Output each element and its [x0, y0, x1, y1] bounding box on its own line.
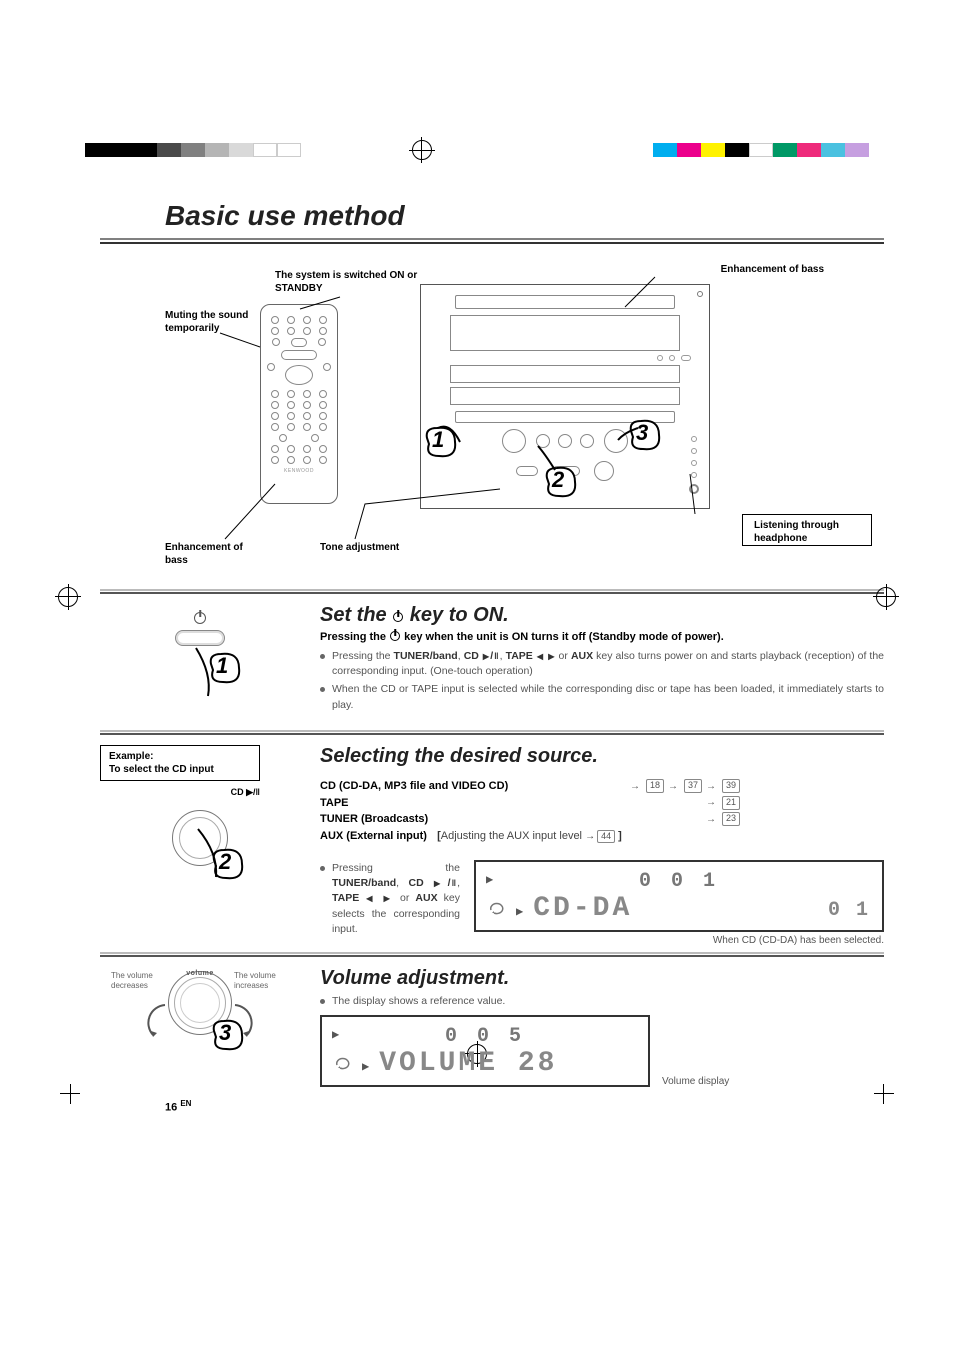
repeat-icon — [488, 901, 506, 915]
cd-knob-label: CD ▶/‖ — [100, 787, 260, 798]
color-strip — [653, 143, 869, 157]
badge-leader — [192, 823, 232, 883]
power-icon — [194, 612, 206, 624]
page-title: Basic use method — [165, 200, 884, 232]
source-row-aux: AUX (External input) [Adjusting the AUX … — [320, 828, 740, 845]
registration-mark — [412, 140, 432, 160]
lcd-display-volume: ▶ 0 0 5 ▶ VOLUME 28 — [320, 1015, 650, 1087]
step-3-bullet: The display shows a reference value. — [320, 994, 884, 1009]
section-divider — [100, 952, 884, 957]
lcd-source-text: CD-DA — [533, 893, 632, 924]
volume-increase-label: The volume increases — [234, 971, 289, 990]
title-divider — [100, 238, 884, 244]
power-icon — [393, 612, 403, 622]
power-icon — [390, 631, 400, 641]
step-2-bullet: Pressing the TUNER/band, CD /, TAPE or A… — [320, 861, 460, 937]
lcd-right-number: 0 1 — [828, 899, 870, 922]
repeat-icon — [334, 1056, 352, 1070]
ccw-arrow-icon — [143, 1001, 173, 1041]
source-row-tuner: TUNER (Broadcasts) 23 — [320, 811, 740, 828]
crop-mark — [70, 1064, 100, 1094]
page-number: 16 EN — [165, 1099, 884, 1114]
step-1-title: Set the key to ON. — [320, 604, 884, 627]
registration-bar-top — [0, 130, 954, 170]
volume-decrease-label: The volume decreases — [111, 971, 166, 990]
device-diagram: The system is switched ON or STANDBY Mut… — [165, 269, 884, 579]
step-1-subtitle: Pressing the key when the unit is ON tur… — [320, 631, 884, 643]
step-2-title: Selecting the desired source. — [320, 745, 884, 768]
step-1-bullet-2: When the CD or TAPE input is selected wh… — [320, 682, 884, 712]
step-3-title: Volume adjustment. — [320, 967, 884, 990]
section-divider — [100, 589, 884, 594]
lcd-caption-volume: Volume display — [662, 1076, 729, 1087]
step-1-bullet-1: Pressing the TUNER/band, CD /, TAPE or A… — [320, 649, 884, 679]
registration-mark-right — [876, 587, 896, 607]
volume-knob-label: volume — [186, 970, 214, 977]
source-list: CD (CD-DA, MP3 file and VIDEO CD) 183739… — [320, 778, 740, 844]
section-divider — [100, 730, 884, 735]
lcd-display-cd: ▶ 0 0 1 ▶ CD-DA 0 1 — [474, 860, 884, 932]
crop-mark — [854, 1064, 884, 1094]
badge-leaders — [420, 414, 720, 504]
example-label: Example: — [109, 750, 251, 763]
step-badge-3-small: 3 — [210, 1017, 244, 1051]
lcd-volume-text: VOLUME 28 — [379, 1048, 557, 1079]
example-box: Example: To select the CD input — [100, 745, 260, 781]
step-2: Example: To select the CD input CD ▶/‖ 2… — [100, 745, 884, 946]
registration-mark-left — [58, 587, 78, 607]
lcd-track-number: 0 0 1 — [488, 870, 870, 893]
lcd-track-number: 0 0 5 — [334, 1025, 636, 1048]
source-row-tape: TAPE 21 — [320, 795, 740, 812]
source-row-cd: CD (CD-DA, MP3 file and VIDEO CD) 183739 — [320, 778, 740, 795]
step-1: 1 Set the key to ON. Pressing the key wh… — [100, 604, 884, 724]
grayscale-strip — [85, 143, 301, 157]
example-text: To select the CD input — [109, 763, 251, 776]
lcd-caption-cd: When CD (CD-DA) has been selected. — [474, 935, 884, 946]
badge-leader — [190, 644, 230, 704]
